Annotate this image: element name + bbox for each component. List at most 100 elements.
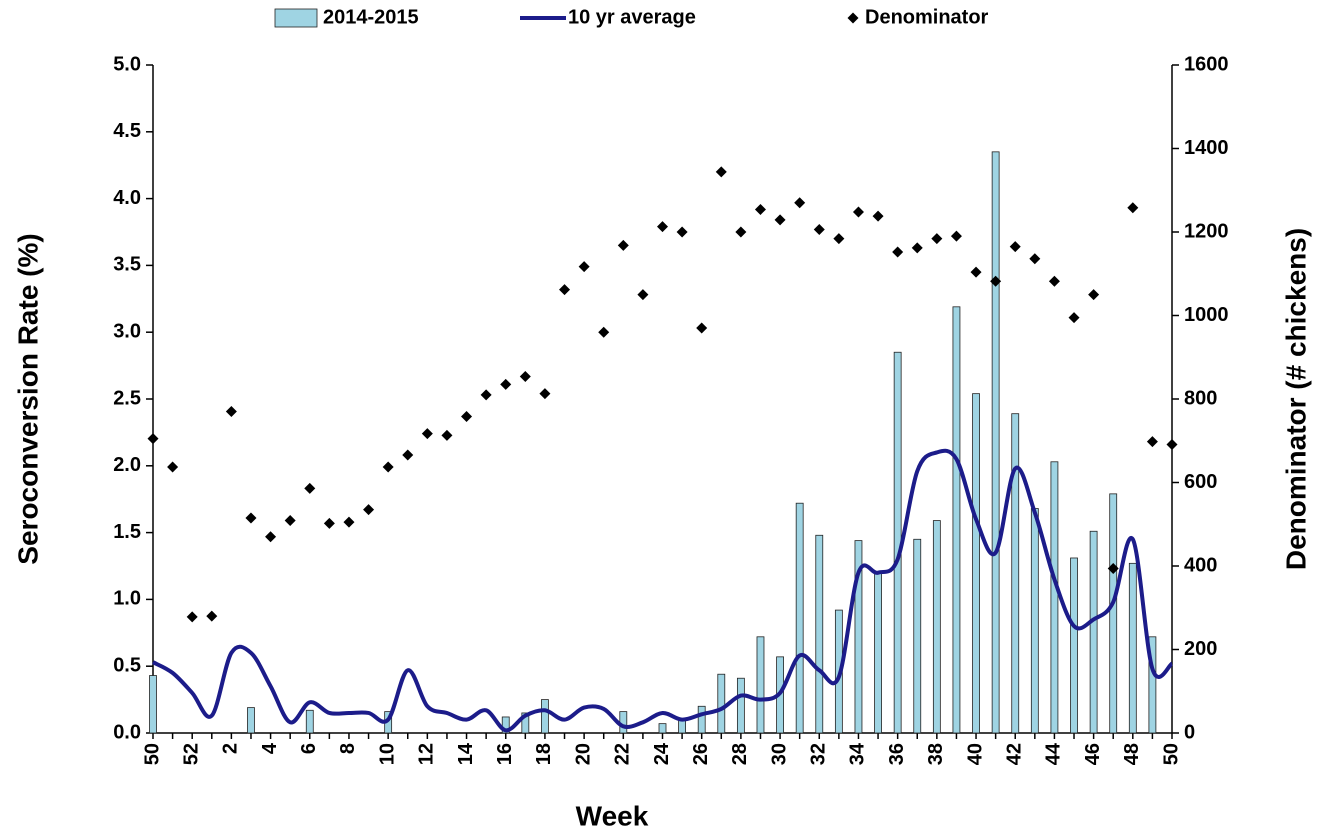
denominator-point (598, 326, 610, 338)
denominator-point (245, 512, 257, 524)
denominator-point (950, 230, 962, 242)
denominator-point (892, 246, 904, 258)
y2-tick-label: 1600 (1184, 53, 1229, 75)
denominator-point (167, 461, 179, 473)
denominator-point (304, 482, 316, 494)
x-tick-label: 28 (729, 743, 751, 765)
bar (854, 540, 863, 734)
x-tick-label: 6 (298, 743, 320, 754)
x-tick-label: 12 (416, 743, 438, 765)
denominator-point (461, 411, 473, 423)
y-axis-title: Seroconversion Rate (%) (12, 233, 43, 564)
denominator-point (539, 388, 551, 400)
y-tick-label: 0.0 (113, 721, 141, 743)
denominator-point (206, 610, 218, 622)
x-tick-label: 36 (886, 743, 908, 765)
x-tick-label: 22 (612, 743, 634, 765)
denominator-point (1166, 439, 1178, 451)
denominator-point (519, 370, 531, 382)
y2-tick-label: 800 (1184, 387, 1217, 409)
bar (149, 675, 157, 734)
bar (1050, 461, 1059, 734)
denominator-point (1127, 202, 1139, 214)
denominator-point (363, 504, 375, 516)
y2-tick-label: 600 (1184, 471, 1217, 493)
denominator-point (480, 389, 492, 401)
y-tick-label: 5.0 (113, 53, 141, 75)
denominator-point (421, 428, 433, 440)
average-line (152, 448, 1174, 733)
denominator-point (813, 223, 825, 235)
y-tick-label: 3.5 (113, 254, 141, 276)
denominator-point (578, 261, 590, 273)
denominator-point (186, 611, 198, 623)
bar (932, 520, 941, 734)
x-tick-label: 46 (1082, 743, 1104, 765)
denominator-point (970, 266, 982, 278)
denominator-point (1107, 563, 1119, 575)
denominator-point (735, 226, 747, 238)
legend-label: 2014-2015 (323, 6, 419, 28)
bar (697, 705, 706, 734)
denominator-point (794, 197, 806, 209)
x-tick-label: 24 (651, 742, 673, 765)
x-tick-label: 34 (847, 742, 869, 765)
denominator-point (676, 226, 688, 238)
y-tick-label: 4.0 (113, 187, 141, 209)
bar (1030, 508, 1039, 734)
bar (521, 712, 530, 734)
bar (1011, 413, 1020, 734)
x-tick-label: 20 (572, 743, 594, 765)
bar (756, 636, 765, 734)
x-tick-label: 4 (259, 742, 281, 754)
y2-axis-title: Denominator (# chickens) (1280, 228, 1311, 570)
denominator-point (1029, 253, 1041, 265)
x-tick-label: 14 (455, 742, 477, 765)
y-tick-label: 1.5 (113, 521, 141, 543)
bar (991, 151, 1000, 734)
bar (795, 502, 804, 734)
bar (541, 699, 549, 734)
y2-tick-label: 1000 (1184, 304, 1229, 326)
denominator-point (265, 531, 277, 543)
denominator-point (990, 275, 1002, 287)
denominator-point (754, 203, 766, 215)
denominator-point (323, 517, 335, 529)
denominator-point (911, 242, 923, 254)
y-tick-label: 2.0 (113, 454, 141, 476)
x-tick-label: 8 (337, 743, 359, 754)
x-tick-label: 38 (925, 743, 947, 765)
legend-label: Denominator (865, 6, 989, 28)
denominator-point (931, 233, 943, 245)
bar (736, 677, 745, 734)
denominator-point (774, 214, 786, 226)
denominator-point (696, 322, 708, 334)
bar (717, 673, 726, 734)
denominator-point (147, 433, 159, 445)
x-tick-label: 42 (1004, 743, 1026, 765)
denominator-point (343, 516, 355, 528)
legend-marker (847, 12, 859, 24)
x-tick-label: 30 (768, 743, 790, 765)
y2-tick-label: 0 (1184, 721, 1195, 743)
legend-swatch (274, 8, 318, 28)
x-tick-label: 16 (494, 743, 516, 765)
bar (619, 711, 628, 734)
y2-tick-label: 1200 (1184, 220, 1229, 242)
y2-tick-label: 400 (1184, 554, 1217, 576)
y2-tick-label: 200 (1184, 638, 1217, 660)
x-tick-label: 10 (376, 743, 398, 765)
denominator-point (1146, 436, 1158, 448)
bar (972, 393, 980, 734)
bar (1109, 493, 1118, 734)
bar (1128, 562, 1137, 734)
y-tick-label: 1.0 (113, 588, 141, 610)
denominator-point (657, 221, 668, 233)
denominator-point (617, 239, 629, 251)
x-tick-label: 44 (1043, 742, 1065, 765)
denominator-point (1088, 289, 1100, 301)
bar (247, 707, 255, 734)
bar (1148, 636, 1157, 734)
